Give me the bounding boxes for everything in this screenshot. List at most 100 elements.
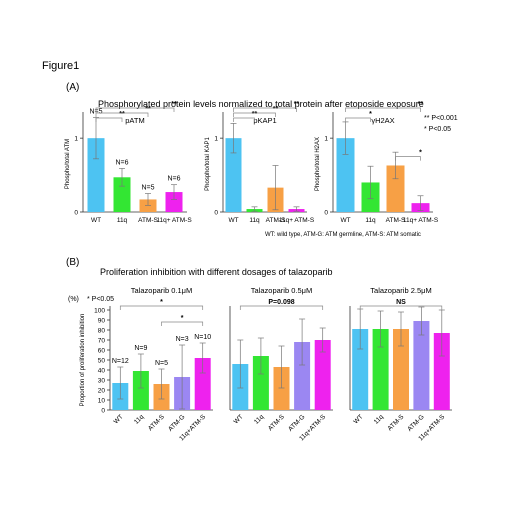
chart1-y-axis-label: Phospho/total ATM — [65, 139, 71, 189]
chart3-bar-wt — [336, 138, 355, 212]
chart2-significance-bracket — [233, 117, 255, 122]
chart3-x-tick-label: 11q — [365, 217, 376, 224]
chart4-y-tick-label: 30 — [98, 378, 106, 385]
chart4-n-label: N=10 — [194, 334, 211, 341]
chart4-y-axis-label: Proportion of proliferation inhibition — [80, 314, 86, 407]
chart4-bar-11q — [132, 371, 149, 410]
chart4-y-tick-label: 0 — [101, 408, 105, 415]
chart6-bar-11q-atm-s — [433, 333, 450, 410]
chart5-bar-atm-s — [273, 367, 290, 410]
chart4-y-tick-label: 70 — [98, 338, 106, 345]
chart1-y-tick-label: 1 — [74, 136, 78, 143]
chart1-x-tick-label: WT — [91, 217, 101, 224]
chart4-n-label: N=9 — [134, 345, 147, 352]
chart4-significance-bracket — [119, 305, 204, 310]
chart3-y-tick-label: 0 — [324, 210, 328, 217]
chart2-y-axis-label: Phospho/total KAP1 — [205, 136, 211, 190]
chart1-significance-bracket — [95, 117, 123, 122]
chart1-significance-bracket — [95, 107, 175, 112]
chart2-significance-bracket — [233, 112, 276, 117]
chart3-significance-bracket — [345, 117, 371, 122]
chart4-n-label: N=3 — [176, 336, 189, 343]
chart2-bar-wt — [225, 138, 242, 212]
chart1-x-tick-label: 11q — [117, 217, 128, 224]
panel-b-title: Proliferation inhibition with different … — [100, 267, 332, 277]
chart5-significance-bracket — [239, 305, 324, 310]
chart6-significance-label: NS — [396, 299, 406, 306]
chart2-significance-label: ** — [273, 106, 279, 113]
chart1-x-tick-label: 11q+ ATM-S — [156, 217, 192, 224]
chart4-y-tick-label: 60 — [98, 348, 106, 355]
chart4-significance-label: * — [181, 315, 184, 322]
chart5-bar-11q-atm-s — [314, 340, 331, 410]
panel-a-title: Phosphorylated protein levels normalized… — [98, 99, 424, 109]
chart1-significance-label: ** — [171, 101, 177, 108]
chart4-y-tick-label: 20 — [98, 388, 106, 395]
chart4-y-tick-label: 100 — [94, 308, 105, 315]
chart3-title: γH2AX — [371, 116, 394, 125]
chart4-significance-bracket — [161, 321, 204, 326]
chart1-bar-11q-atm-s — [165, 192, 183, 212]
panel-a-legend-double-star: ** P<0.001 — [424, 115, 458, 122]
panel-b-label: (B) — [66, 257, 79, 268]
panel-a-legend-single-star: * P<0.05 — [424, 126, 451, 133]
chart1-title: pATM — [125, 116, 144, 125]
chart6-bar-wt — [352, 329, 369, 410]
chart3-significance-label: ** — [418, 101, 424, 108]
chart5-bar-atm-g — [294, 342, 311, 410]
chart4-y-tick-label: 10 — [98, 398, 106, 405]
chart4-y-tick-label: 50 — [98, 358, 106, 365]
figure-title: Figure1 — [42, 60, 79, 72]
chart2-x-tick-label: 11q+ ATM-S — [279, 217, 315, 224]
chart6-title: Talazoparib 2.5μM — [370, 286, 431, 295]
chart3-significance-label: * — [369, 111, 372, 118]
chart3-bar-atm-s — [386, 165, 405, 212]
panel-a-label: (A) — [66, 82, 79, 93]
chart1-n-label: N=5 — [141, 185, 154, 192]
chart2-significance-label: ** — [252, 111, 258, 118]
chart3-x-tick-label: 11q+ ATM-S — [403, 217, 439, 224]
panel-b-significance-legend: * P<0.05 — [87, 296, 114, 303]
chart3-x-tick-label: ATM-S — [386, 217, 406, 224]
chart2-x-tick-label: ATM-S — [266, 217, 286, 224]
chart3-x-tick-label: WT — [340, 217, 350, 224]
chart4-significance-label: * — [160, 299, 163, 306]
chart1-bar-wt — [87, 138, 105, 212]
chart1-y-tick-label: 0 — [74, 210, 78, 217]
chart2-y-tick-label: 0 — [214, 210, 218, 217]
chart4-n-label: N=5 — [155, 360, 168, 367]
chart4-n-label: N=12 — [112, 358, 129, 365]
chart4-y-tick-label: 40 — [98, 368, 106, 375]
chart1-n-label: N=6 — [115, 159, 128, 166]
chart5-title: Talazoparib 0.5μM — [251, 286, 312, 295]
chart6-bar-atm-g — [413, 321, 430, 410]
chart1-significance-label: ** — [145, 106, 151, 113]
chart1-x-tick-label: ATM-S — [138, 217, 158, 224]
chart1-bar-11q — [113, 177, 131, 212]
chart1-n-label: N=6 — [167, 176, 180, 183]
chart5-bar-11q — [252, 356, 269, 410]
chart4-y-tick-label: 90 — [98, 318, 106, 325]
chart1-significance-bracket — [95, 112, 149, 117]
chart2-title: pKAP1 — [253, 116, 276, 125]
chart2-x-tick-label: 11q — [249, 217, 260, 224]
chart2-significance-label: ** — [294, 101, 300, 108]
chart6-bar-atm-s — [393, 329, 409, 410]
chart6-bar-11q — [372, 329, 389, 410]
panel-b-y-unit: (%) — [68, 296, 79, 303]
chart4-bar-11q-atm-s — [194, 358, 211, 410]
chart1-bar-atm-s — [139, 199, 157, 212]
chart3-significance-label: * — [419, 150, 422, 157]
chart4-title: Talazoparib 0.1μM — [131, 286, 192, 295]
panel-a-footnote: WT: wild type, ATM-G: ATM germline, ATM-… — [265, 232, 421, 238]
chart2-y-tick-label: 1 — [214, 136, 218, 143]
chart3-y-tick-label: 1 — [324, 136, 328, 143]
chart3-significance-bracket — [395, 156, 421, 161]
chart2-x-tick-label: WT — [228, 217, 238, 224]
chart6-significance-bracket — [359, 305, 443, 310]
chart4-y-tick-label: 80 — [98, 328, 106, 335]
chart3-significance-bracket — [345, 107, 421, 112]
chart3-y-axis-label: Phospho/total H2AX — [315, 137, 321, 191]
